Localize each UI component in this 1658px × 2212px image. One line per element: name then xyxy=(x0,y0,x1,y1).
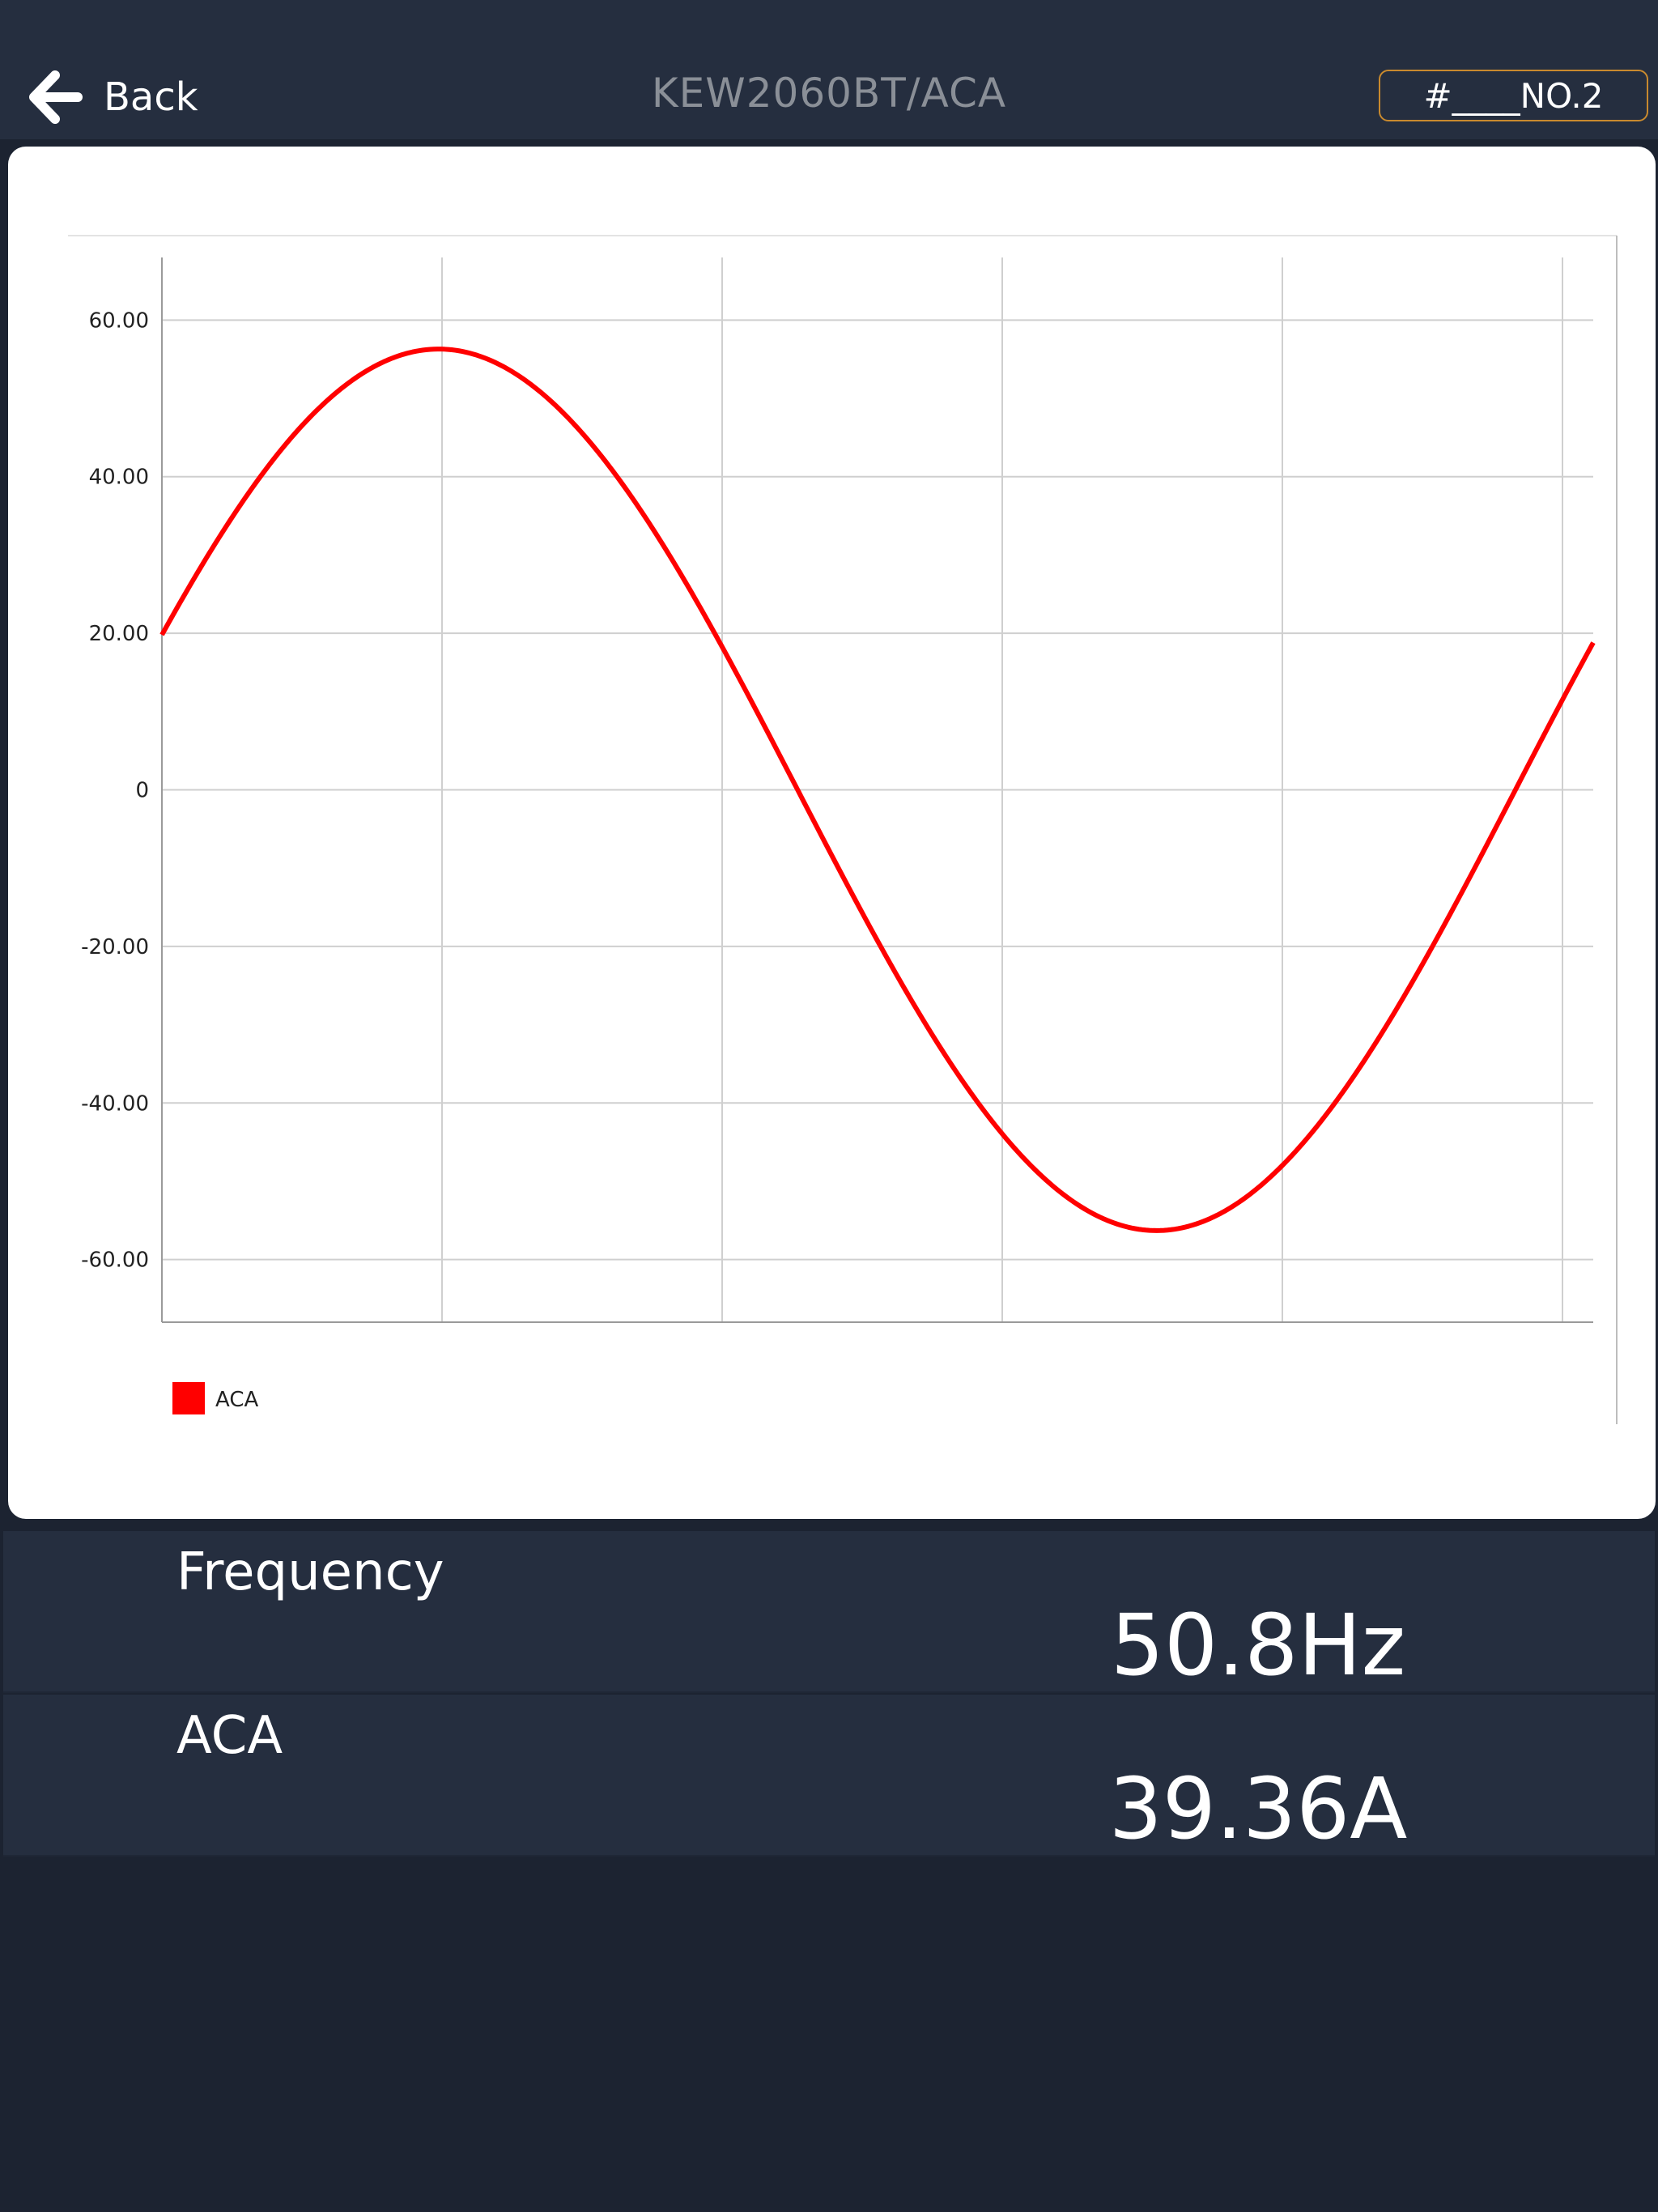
device-tag-button[interactable]: #____NO.2 xyxy=(1379,70,1648,121)
waveform-chart: 60.00 40.00 20.00 0 -20.00 -40.00 -60.00 ACA xyxy=(8,147,1656,1519)
top-bar: Back KEW2060BT/ACA #____NO.2 xyxy=(0,0,1658,139)
y-tick-label: 60.00 xyxy=(89,308,149,333)
legend-swatch-aca xyxy=(172,1382,205,1414)
y-tick-label: 20.00 xyxy=(89,622,149,646)
aca-label: ACA xyxy=(176,1706,283,1766)
back-label: Back xyxy=(104,74,198,120)
y-tick-label: -40.00 xyxy=(81,1091,149,1116)
y-tick-label: -20.00 xyxy=(81,935,149,959)
frequency-value: 50.8Hz xyxy=(1110,1596,1406,1695)
aca-row: ACA 39.36A xyxy=(3,1695,1655,1858)
readings-panel: Frequency 50.8Hz ACA 39.36A xyxy=(3,1531,1655,1858)
back-button[interactable]: Back xyxy=(26,65,198,130)
frequency-label: Frequency xyxy=(176,1542,444,1602)
y-tick-label: 40.00 xyxy=(89,466,149,490)
frequency-row: Frequency 50.8Hz xyxy=(3,1531,1655,1695)
arrow-left-icon xyxy=(29,70,83,124)
waveform-chart-svg: 60.00 40.00 20.00 0 -20.00 -40.00 -60.00 ACA xyxy=(68,235,1618,1424)
y-tick-label: -60.00 xyxy=(81,1249,149,1273)
aca-value: 39.36A xyxy=(1108,1759,1408,1858)
aca-series-line xyxy=(159,347,1596,1233)
legend-label-aca: ACA xyxy=(215,1388,258,1412)
y-tick-label: 0 xyxy=(135,779,149,803)
page-title: KEW2060BT/ACA xyxy=(651,70,1007,117)
